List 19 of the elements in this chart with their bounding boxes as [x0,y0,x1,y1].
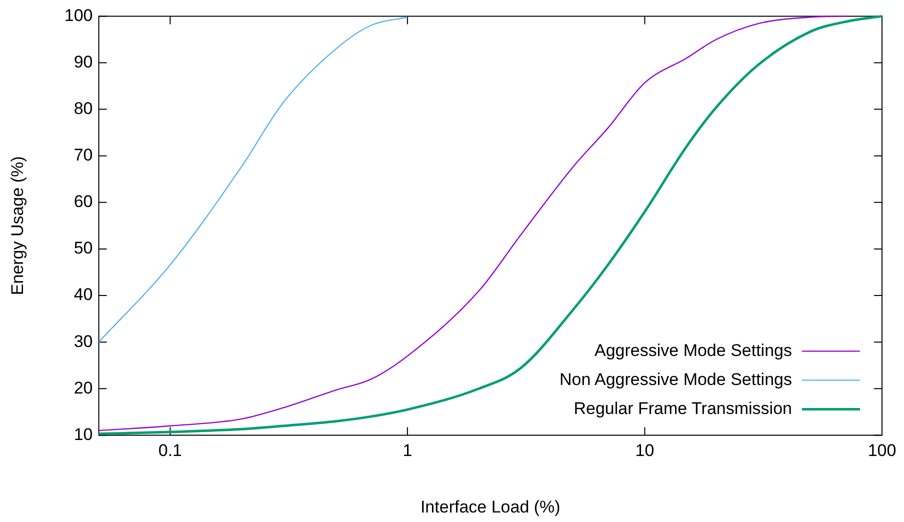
legend-label: Non Aggressive Mode Settings [560,370,792,389]
y-tick-label: 90 [74,52,93,72]
y-tick-label: 20 [74,378,93,398]
legend-label: Regular Frame Transmission [574,398,792,418]
y-axis-title: Energy Usage (%) [8,156,27,296]
y-tick-label: 30 [74,332,93,351]
x-axis-title: Interface Load (%) [420,497,560,516]
y-tick-label: 70 [74,146,93,165]
x-tick-label: 100 [868,441,896,460]
legend-label: Aggressive Mode Settings [594,340,792,360]
y-tick-label: 50 [74,238,93,258]
x-tick-label: 10 [635,441,654,460]
y-tick-label: 60 [74,192,93,212]
y-tick-label: 100 [64,6,93,25]
y-tick-label: 40 [74,285,93,304]
x-tick-label: 1 [402,441,412,460]
y-tick-label: 80 [74,99,93,118]
y-tick-label: 10 [74,424,93,444]
x-tick-label: 0.1 [158,441,182,460]
